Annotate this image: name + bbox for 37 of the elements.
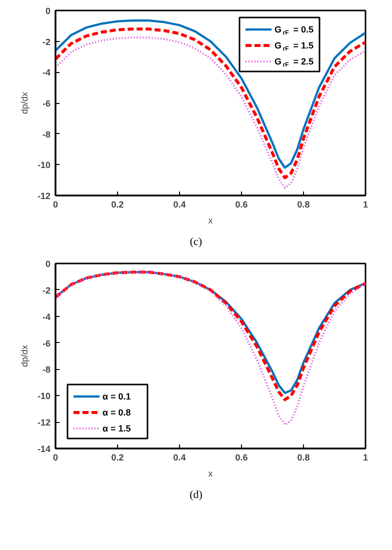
line-series	[56, 271, 366, 426]
x-tick-label: 1	[362, 452, 368, 462]
y-tick-label: -2	[42, 36, 51, 47]
y-tick-label: -4	[42, 312, 51, 322]
legend-label: α = 0.8	[102, 408, 131, 418]
y-tick-label: -8	[42, 129, 51, 140]
x-tick-label: 0	[52, 452, 58, 462]
y-axis-title: dp/dx	[19, 344, 30, 368]
text: (c)	[190, 235, 202, 250]
y-tick-label: -2	[42, 285, 51, 296]
y-tick-label: 0	[45, 259, 51, 269]
x-tick-label: 0.6	[235, 452, 248, 462]
x-tick-label: 0.6	[235, 200, 248, 210]
y-tick-label: -10	[37, 391, 51, 402]
x-axis-title: x	[208, 468, 214, 478]
y-tick-label: -4	[42, 68, 51, 78]
y-tick-label: -12	[37, 191, 51, 201]
x-tick-label: 0	[52, 200, 58, 210]
x-tick-label: 0.8	[297, 452, 310, 462]
y-tick-label: -6	[42, 338, 51, 348]
legend-label: α = 0.1	[102, 392, 131, 402]
x-tick-label: 0.4	[173, 452, 186, 462]
y-tick-label: -6	[42, 98, 51, 108]
text: (d)	[190, 488, 202, 503]
x-axis-title: x	[208, 216, 214, 226]
y-tick-label: -12	[37, 418, 51, 428]
x-tick-label: 0.2	[111, 452, 124, 462]
x-tick-label: 0.4	[173, 200, 186, 210]
y-tick-label: 0	[45, 6, 51, 16]
x-tick-label: 0.2	[111, 200, 124, 210]
y-tick-label: -10	[37, 160, 51, 170]
x-tick-label: 1	[362, 200, 368, 210]
y-tick-label: -14	[37, 444, 51, 454]
legend-label: α = 1.5	[102, 424, 131, 434]
y-axis-title: dp/dx	[19, 91, 30, 114]
y-tick-label: -8	[42, 364, 51, 375]
x-tick-label: 0.8	[297, 200, 310, 210]
